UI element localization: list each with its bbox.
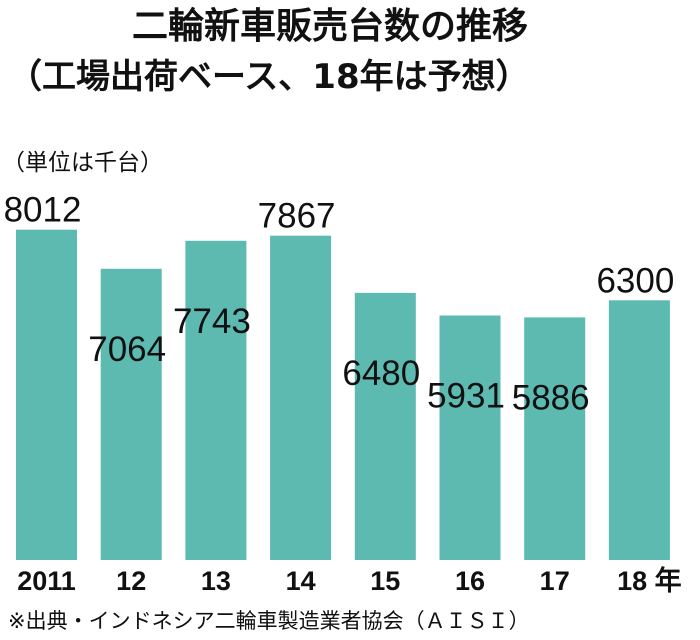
x-tick-0: 2011: [17, 566, 76, 596]
bar-6: [524, 317, 586, 560]
bar-4: [354, 292, 416, 560]
value-label-7: 6300: [596, 261, 674, 300]
value-label-1: 7064: [88, 330, 166, 369]
x-tick-1: 12: [116, 566, 146, 596]
bar-5: [439, 315, 501, 560]
bars-layer: [16, 229, 670, 561]
value-label-3: 7867: [258, 197, 336, 236]
x-tick-5: 16: [455, 566, 485, 596]
source-note: ※出典・インドネシア二輪車製造業者協会（ＡＩＳＩ）: [8, 609, 530, 633]
chart-title: 二輪新車販売台数の推移: [132, 5, 528, 47]
unit-label: （単位は千台）: [2, 150, 163, 176]
chart-subtitle: （工場出荷ベース、18年は予想）: [8, 57, 530, 97]
value-label-6: 5886: [512, 378, 590, 417]
bar-0: [16, 229, 77, 560]
x-tick-6: 17: [540, 566, 570, 596]
bar-3: [270, 235, 332, 560]
value-label-2: 7743: [173, 302, 251, 341]
bar-1: [100, 268, 162, 560]
x-tick-3: 14: [286, 566, 316, 596]
value-label-4: 6480: [342, 354, 420, 393]
bar-2: [185, 240, 247, 561]
bar-7: [608, 300, 670, 560]
x-tick-2: 13: [201, 566, 231, 596]
value-label-5: 5931: [427, 377, 505, 416]
x-tick-4: 15: [370, 566, 400, 596]
value-label-0: 8012: [4, 191, 82, 230]
x-tick-7: 18 年: [617, 565, 682, 596]
x-axis-tick-labels: 2011 12 13 14 15 16 17 18 年: [17, 565, 681, 596]
